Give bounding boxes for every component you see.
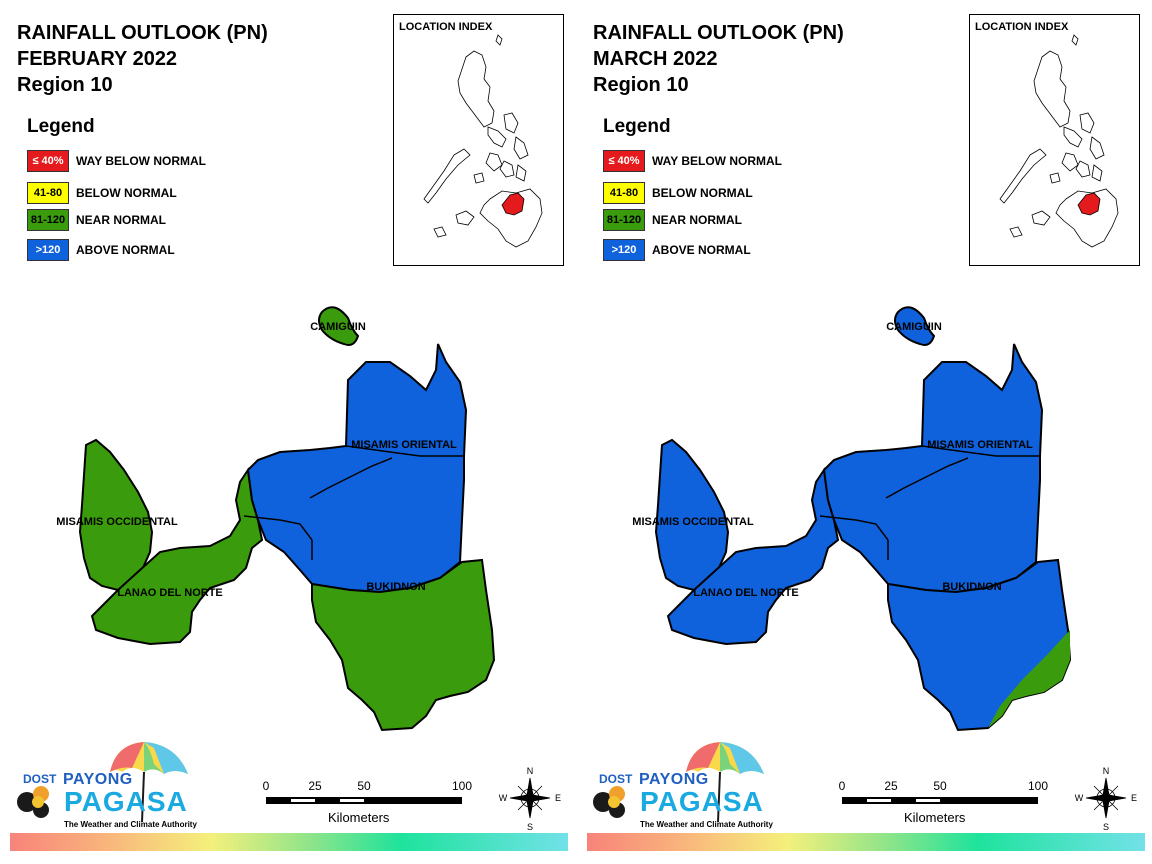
label-misamis-oriental: MISAMIS ORIENTAL [351, 439, 457, 451]
legend-label: BELOW NORMAL [76, 186, 177, 200]
legend-swatch: 41-80 [603, 182, 645, 204]
camiguin-region [318, 306, 360, 346]
label-bukidnon: BUKIDNON [942, 581, 1001, 593]
compass-n: N [527, 766, 534, 776]
compass-w: W [499, 793, 508, 803]
region-10-map: CAMIGUIN MISAMIS ORIENTAL MISAMIS OCCIDE… [56, 306, 496, 732]
compass-e: E [1131, 793, 1137, 803]
pagasa-logo: DOST PAYONG PAGASA The Weather and Clima… [14, 738, 204, 833]
scale-bar-graphic [842, 797, 1038, 804]
legend-swatch: >120 [27, 239, 69, 261]
scale-unit: Kilometers [904, 810, 966, 825]
scale-tick: 25 [308, 779, 322, 793]
umbrella-icon [593, 742, 764, 823]
location-index-map: LOCATION INDEX [393, 14, 564, 266]
title-line-2: MARCH 2022 [593, 48, 718, 70]
legend-title: Legend [603, 116, 671, 137]
label-camiguin: CAMIGUIN [310, 321, 366, 333]
title-line-1: RAINFALL OUTLOOK (PN) [593, 22, 844, 44]
outlook-panel-2: RAINFALL OUTLOOK (PN) MARCH 2022 Region … [576, 0, 1152, 864]
scale-tick: 50 [357, 779, 371, 793]
location-index-title: LOCATION INDEX [975, 21, 1069, 33]
philippines-outline-icon [999, 34, 1119, 248]
legend-title: Legend [27, 116, 95, 137]
title-line-3: Region 10 [17, 74, 113, 96]
title-line-2: FEBRUARY 2022 [17, 48, 178, 70]
title-line-3: Region 10 [593, 74, 689, 96]
scale-tick: 100 [1027, 779, 1049, 793]
legend-label: BELOW NORMAL [652, 186, 753, 200]
legend-label: WAY BELOW NORMAL [76, 154, 207, 168]
legend-label: ABOVE NORMAL [76, 243, 175, 257]
label-lanao-del-norte: LANAO DEL NORTE [693, 587, 799, 599]
scale-bar: 0 25 50 100 Kilometers [258, 776, 478, 831]
bukidnon-corner-region [988, 630, 1070, 728]
misamis-occidental-region [654, 438, 730, 592]
scale-bar: 0 25 50 100 Kilometers [834, 776, 1054, 831]
umbrella-icon [17, 742, 188, 823]
compass-w: W [1075, 793, 1084, 803]
outlook-panel-1: RAINFALL OUTLOOK (PN) FEBRUARY 2022 Regi… [10, 14, 568, 851]
compass-e: E [555, 793, 561, 803]
label-camiguin: CAMIGUIN [886, 321, 942, 333]
color-gradient-strip [587, 833, 1145, 851]
legend-swatch: ≤ 40% [603, 150, 645, 172]
lanao-del-norte-region [90, 467, 264, 646]
payong-label: PAYONG [639, 771, 709, 788]
compass-s: S [1103, 822, 1109, 832]
label-bukidnon: BUKIDNON [366, 581, 425, 593]
payong-label: PAYONG [63, 771, 133, 788]
label-misamis-oriental: MISAMIS ORIENTAL [927, 439, 1033, 451]
scale-bar-graphic [266, 797, 462, 804]
map-title: RAINFALL OUTLOOK (PN) MARCH 2022 Region … [593, 20, 844, 98]
legend-swatch: ≤ 40% [27, 150, 69, 172]
legend-label: NEAR NORMAL [652, 213, 742, 227]
pagasa-label: PAGASA [640, 786, 764, 817]
lanao-del-norte-region [666, 467, 840, 646]
location-index-title: LOCATION INDEX [399, 21, 493, 33]
legend-swatch: >120 [603, 239, 645, 261]
scale-tick: 50 [933, 779, 947, 793]
philippines-outline-icon [423, 34, 543, 248]
pagasa-label: PAGASA [64, 786, 188, 817]
label-misamis-occidental: MISAMIS OCCIDENTAL [632, 516, 754, 528]
compass-n: N [1103, 766, 1110, 776]
color-gradient-strip [10, 833, 568, 851]
legend-swatch: 81-120 [27, 209, 69, 231]
misamis-oriental-region [822, 343, 1044, 594]
scale-unit: Kilometers [328, 810, 390, 825]
legend-label: WAY BELOW NORMAL [652, 154, 783, 168]
misamis-oriental-region [246, 343, 468, 594]
label-lanao-del-norte: LANAO DEL NORTE [117, 587, 223, 599]
scale-tick: 0 [262, 779, 270, 793]
camiguin-region [894, 306, 936, 346]
location-index-map: LOCATION INDEX [969, 14, 1140, 266]
bukidnon-south-region [311, 558, 496, 732]
label-misamis-occidental: MISAMIS OCCIDENTAL [56, 516, 178, 528]
scale-tick: 25 [884, 779, 898, 793]
title-line-1: RAINFALL OUTLOOK (PN) [17, 22, 268, 44]
dost-label: DOST [599, 772, 633, 786]
pagasa-tagline: The Weather and Climate Authority [64, 820, 197, 829]
scale-tick: 0 [838, 779, 846, 793]
pagasa-logo: DOST PAYONG PAGASA The Weather and Clima… [590, 738, 780, 833]
pagasa-tagline: The Weather and Climate Authority [640, 820, 773, 829]
region-10-map: CAMIGUIN MISAMIS ORIENTAL MISAMIS OCCIDE… [632, 306, 1072, 732]
map-title: RAINFALL OUTLOOK (PN) FEBRUARY 2022 Regi… [17, 20, 268, 98]
legend-label: NEAR NORMAL [76, 213, 166, 227]
compass-s: S [527, 822, 533, 832]
legend-label: ABOVE NORMAL [652, 243, 751, 257]
scale-tick: 100 [451, 779, 473, 793]
dost-label: DOST [23, 772, 57, 786]
north-arrow-icon: N E S W [499, 766, 561, 832]
legend-swatch: 41-80 [27, 182, 69, 204]
misamis-occidental-region [78, 438, 154, 592]
legend-swatch: 81-120 [603, 209, 645, 231]
north-arrow-icon: N E S W [1075, 766, 1137, 832]
